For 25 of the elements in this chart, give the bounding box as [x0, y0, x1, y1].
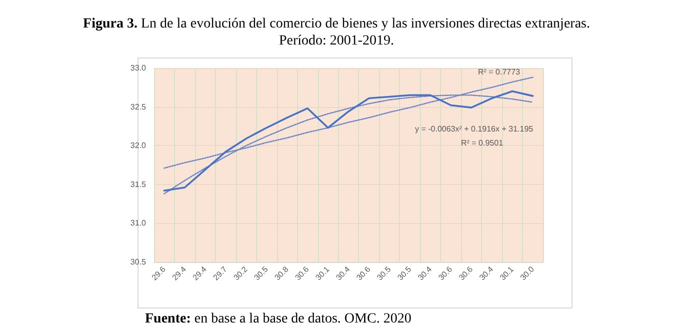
source-note: Fuente: en base a la base de datos. OMC. 2020 — [145, 312, 412, 326]
annotation: R² = 0.7773 — [478, 68, 521, 76]
chart-subtitle: Período: 2001-2019. — [278, 34, 394, 48]
y-tick-label: 31.5 — [130, 180, 147, 189]
x-tick-label: 30.4 — [478, 264, 496, 282]
x-tick-label: 30.4 — [334, 264, 352, 282]
x-tick-label: 30.4 — [416, 264, 434, 282]
x-tick-label: 30.1 — [314, 264, 332, 282]
x-tick-label: 30.5 — [252, 264, 270, 282]
x-tick-label: 30.2 — [232, 264, 250, 282]
x-tick-label: 30.1 — [498, 264, 516, 282]
y-tick-label: 30.5 — [130, 258, 147, 266]
annotation: R² = 0.9501 — [461, 138, 504, 148]
y-tick-label: 33.0 — [130, 64, 147, 72]
x-tick-label: 30.6 — [436, 264, 454, 282]
annotation: y = -0.0063x² + 0.1916x + 31.195 — [415, 124, 534, 134]
x-tick-label: 30.8 — [272, 264, 291, 282]
y-tick-label: 32.0 — [130, 141, 147, 150]
x-tick-label: 30.6 — [354, 264, 373, 282]
x-tick-label: 30.0 — [518, 264, 536, 282]
x-tick-label: 30.6 — [293, 264, 312, 282]
x-tick-label: 30.6 — [457, 264, 475, 282]
y-tick-label: 31.0 — [130, 218, 147, 228]
y-tick-label: 32.5 — [130, 102, 147, 112]
chart-title: Figura 3. Ln de la evolución del comercio de bienes y las inversiones directas extranjeras. — [83, 16, 590, 32]
